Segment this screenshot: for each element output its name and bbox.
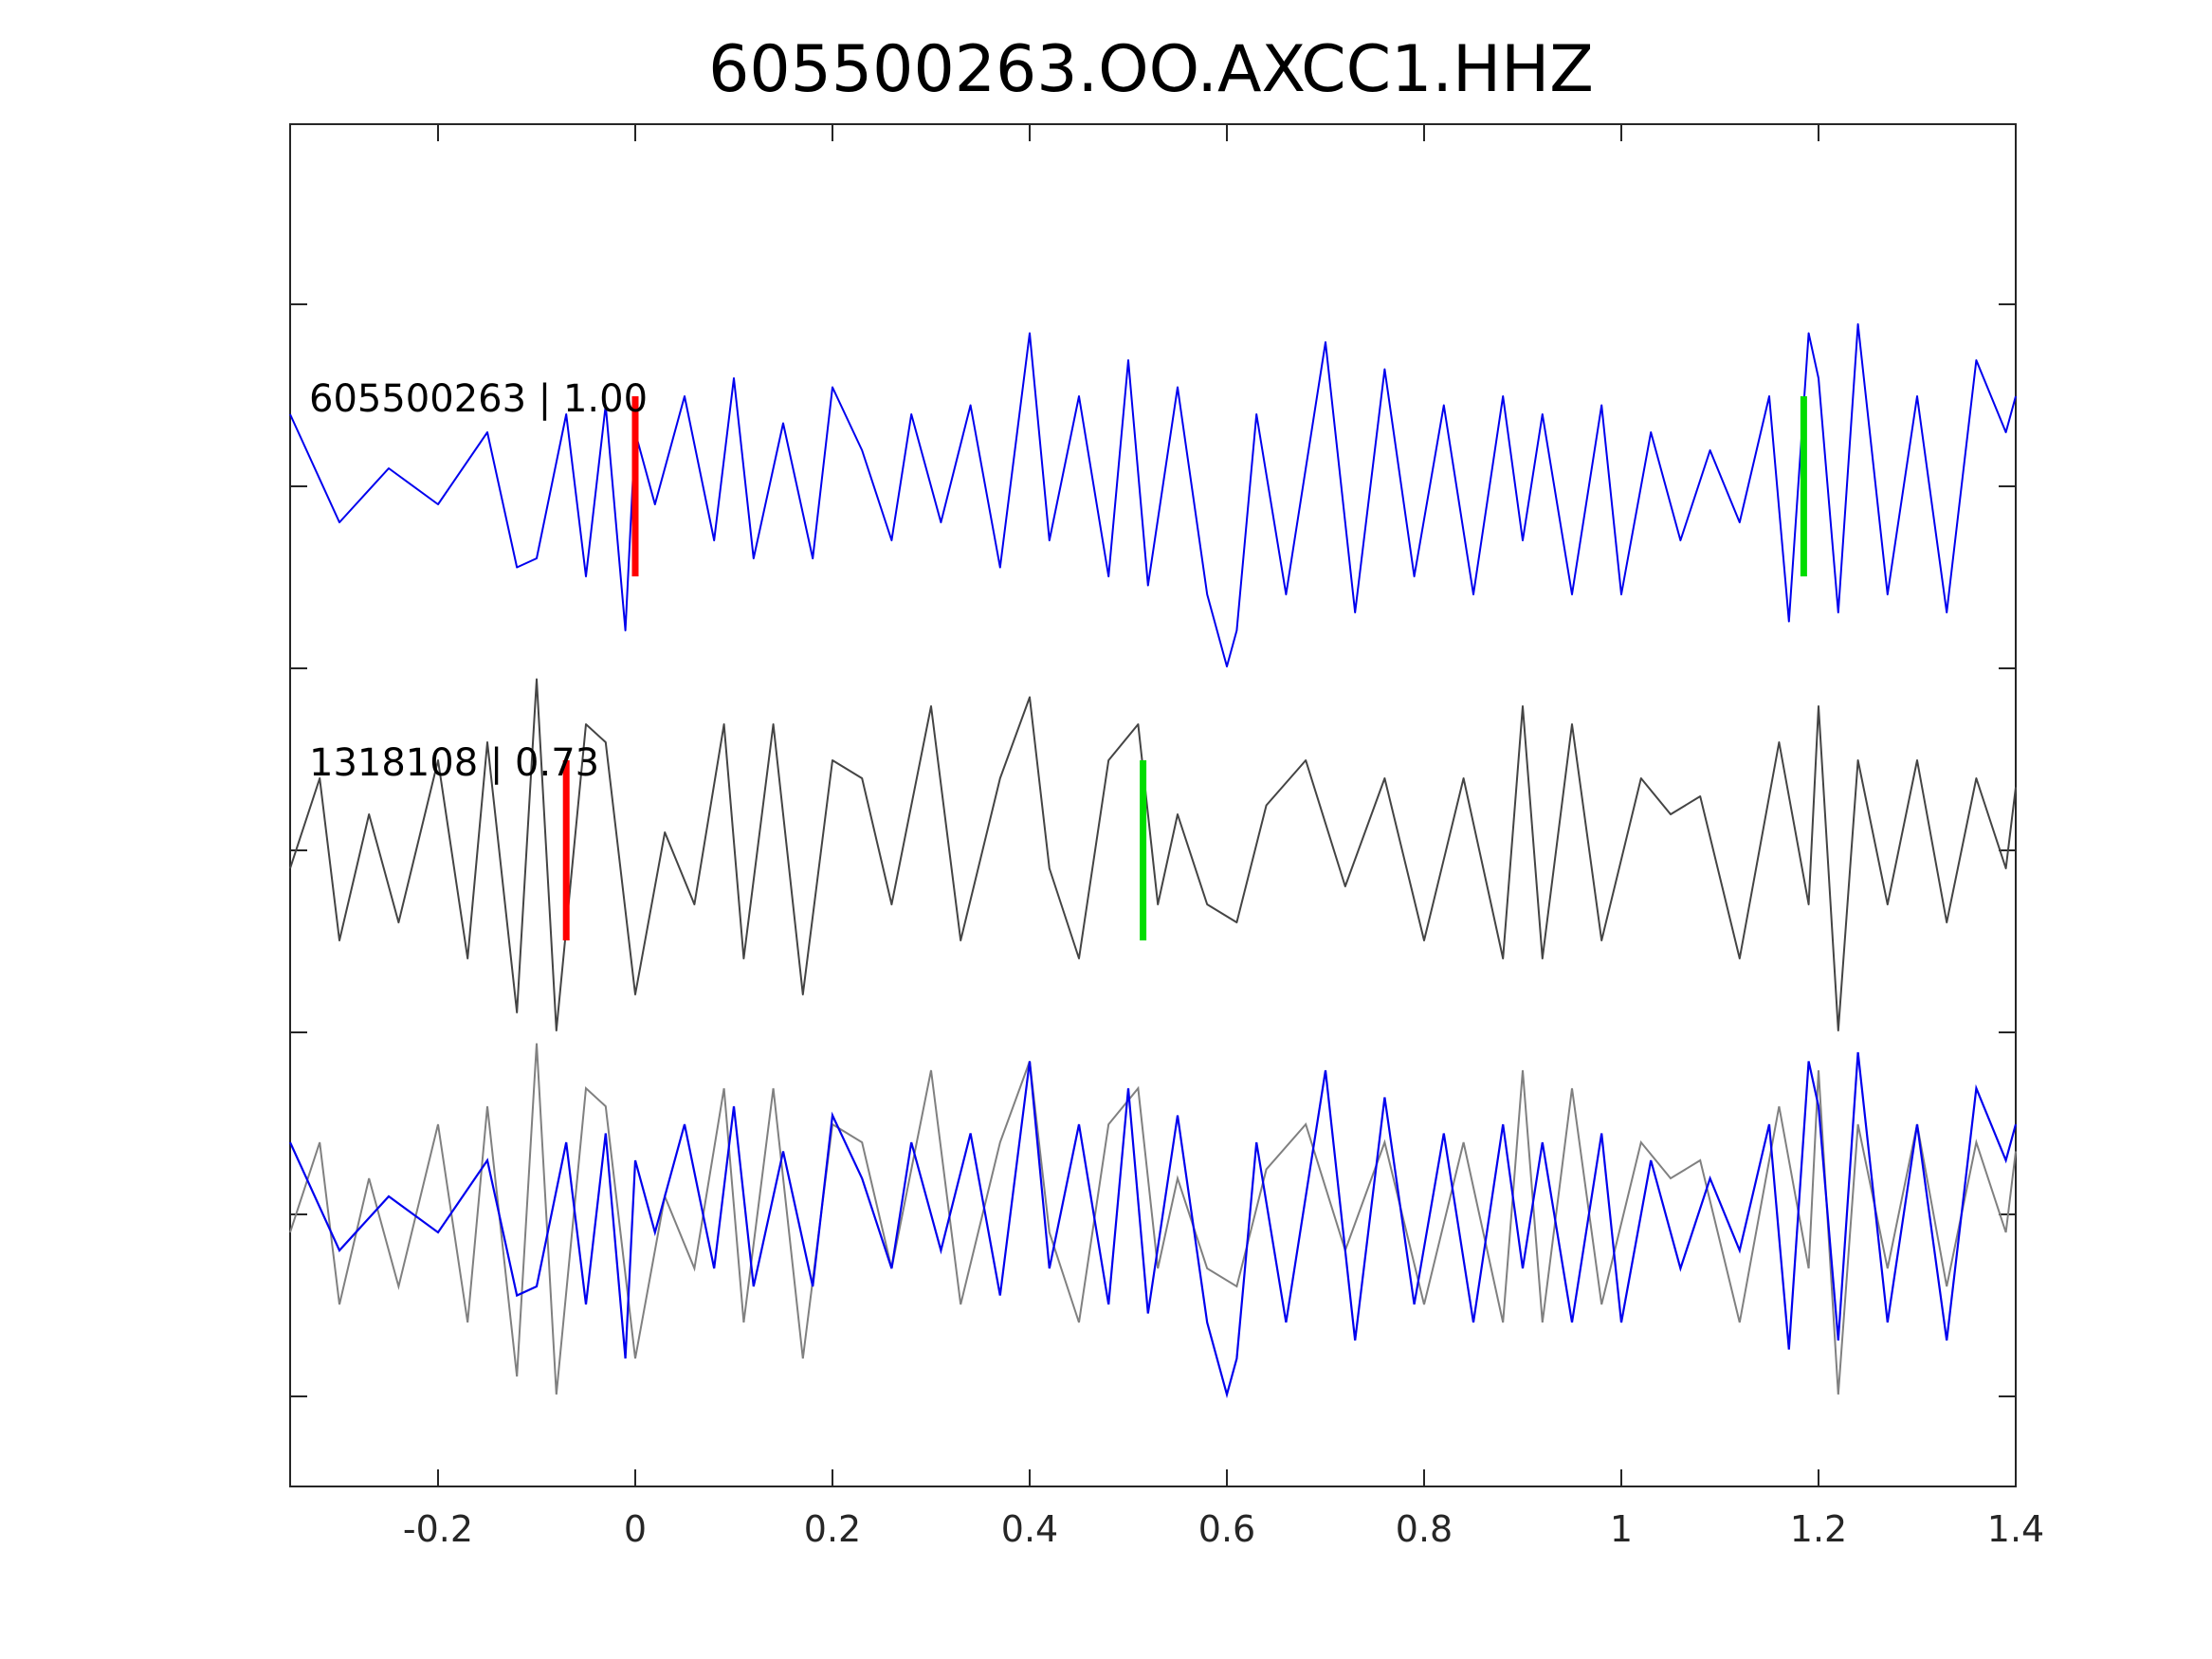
x-ticks: -0.2 0 0.2 0.4 0.6 0.8 1 1.2 1.4 (403, 124, 2044, 1550)
overlay-detection-line (289, 1043, 2017, 1395)
trace-labels: 605500263 | 1.00 1318108 | 0.73 (309, 377, 648, 785)
x-tick-label: 0.2 (804, 1508, 861, 1550)
chart-title: 605500263.OO.AXCC1.HHZ (708, 32, 1594, 107)
x-tick-label: 1.4 (1987, 1508, 2044, 1550)
x-tick-label: 0.6 (1198, 1508, 1255, 1550)
x-tick-label: 1 (1610, 1508, 1633, 1550)
x-tick-label: -0.2 (403, 1508, 473, 1550)
trace-line-1 (289, 678, 2017, 1031)
phase-picks (562, 396, 1807, 940)
trace-label-1: 1318108 | 0.73 (309, 741, 599, 785)
y-ticks (290, 303, 2016, 1397)
overlay-template-line (288, 1051, 2018, 1399)
trace-label-0: 605500263 | 1.00 (309, 377, 648, 421)
x-tick-label: 0.8 (1396, 1508, 1453, 1550)
x-tick-label: 1.2 (1790, 1508, 1847, 1550)
x-tick-label: 0.4 (1001, 1508, 1058, 1550)
overlay-traces (288, 1043, 2018, 1399)
x-tick-label: 0 (624, 1508, 647, 1550)
